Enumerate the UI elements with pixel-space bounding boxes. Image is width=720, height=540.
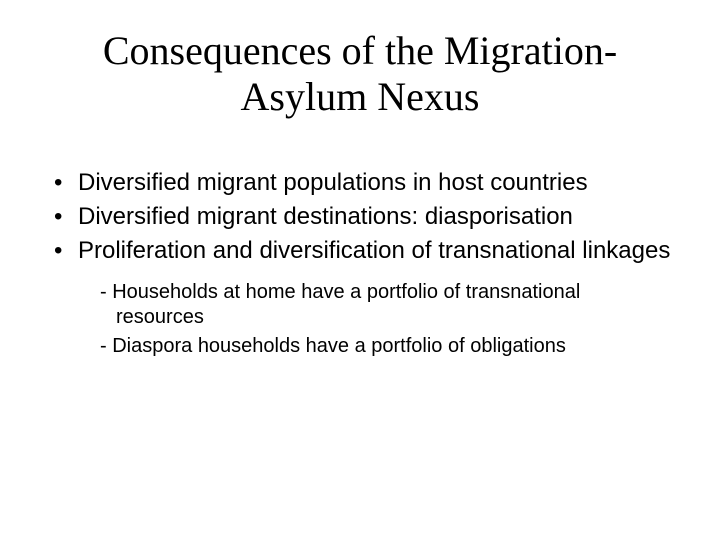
bullet-text: Diversified migrant destinations: diaspo… (78, 203, 573, 230)
sub-bullet-list: - Households at home have a portfolio of… (48, 280, 672, 359)
bullet-list: Diversified migrant populations in host … (48, 168, 672, 266)
slide: Consequences of the Migration- Asylum Ne… (0, 0, 720, 540)
bullet-text: Diversified migrant populations in host … (78, 169, 588, 196)
slide-title: Consequences of the Migration- Asylum Ne… (48, 28, 672, 120)
sub-bullet-item: - Diaspora households have a portfolio o… (100, 334, 672, 359)
title-line-1: Consequences of the Migration- (103, 28, 617, 73)
sub-bullet-item: - Households at home have a portfolio of… (100, 280, 672, 330)
bullet-item: Diversified migrant destinations: diaspo… (48, 202, 672, 232)
bullet-text: Proliferation and diversification of tra… (78, 237, 670, 264)
sub-bullet-text: - Diaspora households have a portfolio o… (100, 335, 566, 357)
title-line-2: Asylum Nexus (241, 74, 480, 119)
bullet-item: Proliferation and diversification of tra… (48, 236, 672, 266)
bullet-item: Diversified migrant populations in host … (48, 168, 672, 198)
sub-bullet-text: - Households at home have a portfolio of… (100, 281, 580, 328)
